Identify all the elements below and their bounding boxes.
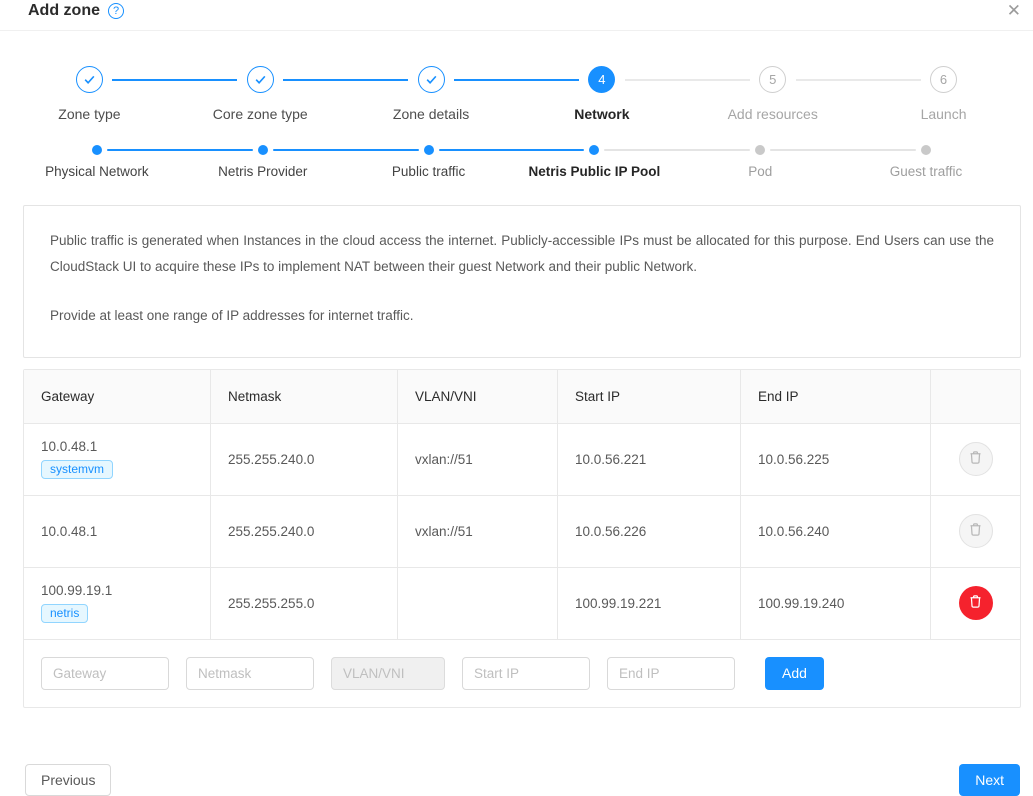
gateway-value: 100.99.19.1 (41, 583, 113, 599)
add-button[interactable]: Add (765, 656, 824, 690)
netmask-cell: 255.255.240.0 (210, 495, 397, 567)
dot-icon (755, 145, 766, 155)
step-network: 4 Network (454, 66, 687, 122)
substep-label: Netris Provider (218, 164, 308, 179)
column-header-end-ip: End IP (740, 369, 930, 423)
start-ip-cell: 10.0.56.226 (557, 495, 740, 567)
column-header-start-ip: Start IP (557, 369, 740, 423)
gateway-cell: 10.0.48.1 systemvm (24, 424, 210, 495)
substep-public-traffic: Public traffic (272, 145, 512, 179)
step-zone-details[interactable]: Zone details (283, 66, 517, 122)
dot-icon (423, 145, 434, 155)
substep-label: Physical Network (45, 164, 149, 179)
substep-guest-traffic: Guest traffic (770, 145, 1009, 179)
netmask-input[interactable] (186, 656, 314, 690)
systemvm-tag: systemvm (41, 460, 113, 480)
ip-range-table: Gateway Netmask VLAN/VNI Start IP End IP… (23, 368, 1021, 708)
substep-pod: Pod (604, 145, 843, 179)
check-icon (75, 66, 103, 93)
step-core-zone-type[interactable]: Core zone type (112, 66, 346, 122)
delete-button-disabled (958, 514, 993, 549)
dot-icon (91, 145, 102, 155)
substep-label: Public traffic (391, 164, 466, 179)
info-paragraph: Public traffic is generated when Instanc… (50, 233, 994, 275)
column-header-netmask: Netmask (210, 369, 397, 423)
actions-cell (930, 495, 1020, 567)
step-number: 5 (759, 66, 787, 93)
table-row: 100.99.19.1 netris 255.255.255.0 100.99.… (24, 567, 1020, 640)
delete-button[interactable] (958, 586, 993, 621)
page-title: Add zone (28, 2, 100, 19)
end-ip-cell: 10.0.56.240 (740, 495, 930, 567)
start-ip-cell: 10.0.56.221 (557, 423, 740, 495)
substep-label: Netris Public IP Pool (528, 164, 661, 179)
check-icon (417, 66, 445, 93)
table-row: 10.0.48.1 systemvm 255.255.240.0 vxlan:/… (24, 423, 1020, 496)
previous-button[interactable]: Previous (25, 763, 112, 796)
start-ip-input[interactable] (462, 656, 590, 690)
gateway-cell: 100.99.19.1 netris (24, 568, 210, 639)
dot-icon (921, 145, 932, 155)
step-label: Zone details (392, 106, 470, 122)
info-paragraph: Provide at least one range of IP address… (50, 307, 414, 323)
vlan-input (331, 656, 445, 690)
step-launch: 6 Launch (795, 66, 1029, 122)
step-zone-type[interactable]: Zone type (4, 66, 175, 122)
delete-button-disabled (958, 442, 993, 477)
dot-icon (589, 145, 600, 155)
substep-netris-public-ip-pool: Netris Public IP Pool (438, 145, 677, 179)
step-label: Add resources (727, 106, 818, 122)
vlan-cell (397, 567, 557, 639)
trash-icon (968, 594, 983, 612)
column-header-actions (930, 369, 1020, 423)
end-ip-input[interactable] (607, 656, 735, 690)
end-ip-cell: 100.99.19.240 (740, 567, 930, 639)
step-number: 4 (588, 66, 616, 93)
step-add-resources: 5 Add resources (624, 66, 858, 122)
trash-icon (968, 450, 983, 468)
column-header-vlan: VLAN/VNI (397, 369, 557, 423)
step-label: Zone type (58, 106, 121, 122)
gateway-cell: 10.0.48.1 (41, 523, 98, 539)
check-icon (246, 66, 274, 93)
substep-physical-network: Physical Network (14, 145, 180, 179)
step-label: Core zone type (212, 106, 308, 122)
netris-tag: netris (41, 604, 89, 624)
actions-cell (930, 423, 1020, 495)
wizard-stepper: Zone type Core zone type Zone details 4 … (4, 66, 1029, 122)
table-header-row: Gateway Netmask VLAN/VNI Start IP End IP (24, 369, 1020, 424)
gateway-value: 10.0.48.1 (41, 439, 98, 455)
end-ip-cell: 10.0.56.225 (740, 423, 930, 495)
actions-cell (930, 567, 1020, 639)
help-question-icon[interactable]: ? (108, 3, 124, 19)
vlan-cell: vxlan://51 (397, 423, 557, 495)
gateway-input[interactable] (41, 656, 169, 690)
start-ip-cell: 100.99.19.221 (557, 567, 740, 639)
netmask-cell: 255.255.240.0 (210, 423, 397, 495)
modal-header: Add zone ? ✕ (0, 0, 1033, 31)
close-icon[interactable]: ✕ (1006, 1, 1021, 20)
public-traffic-info-box: Public traffic is generated when Instanc… (23, 205, 1021, 358)
dot-icon (257, 145, 268, 155)
add-range-form: Add (24, 640, 1020, 707)
substep-label: Pod (748, 164, 773, 179)
substep-label: Guest traffic (889, 164, 963, 179)
step-label: Network (574, 106, 630, 122)
network-substepper: Physical Network Netris Provider Public … (14, 145, 1009, 179)
trash-icon (968, 522, 983, 540)
next-button[interactable]: Next (959, 763, 1020, 796)
step-number: 6 (930, 66, 958, 93)
substep-netris-provider: Netris Provider (106, 145, 346, 179)
vlan-cell: vxlan://51 (397, 495, 557, 567)
netmask-cell: 255.255.255.0 (210, 567, 397, 639)
column-header-gateway: Gateway (41, 388, 95, 404)
step-label: Launch (920, 106, 967, 122)
table-row: 10.0.48.1 255.255.240.0 vxlan://51 10.0.… (24, 495, 1020, 568)
wizard-footer: Previous Next (25, 763, 1020, 796)
